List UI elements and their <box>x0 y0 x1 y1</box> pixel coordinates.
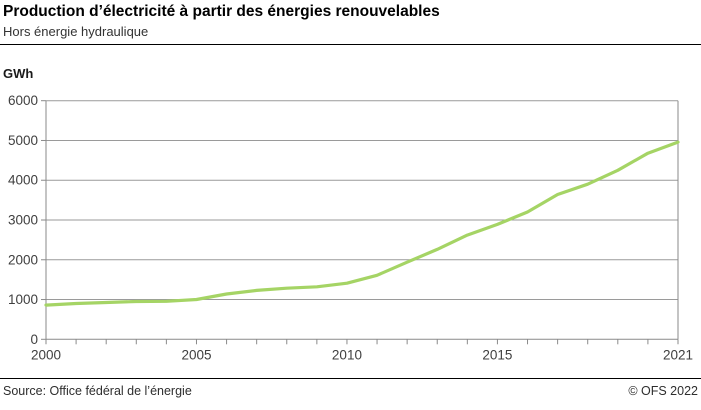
x-tick-label-2021: 2021 <box>663 347 693 362</box>
y-axis-unit-label: GWh <box>3 66 33 81</box>
page-title: Production d’électricité à partir des én… <box>3 3 440 20</box>
data-line-renewable-production <box>44 140 680 307</box>
x-tick-label-2015: 2015 <box>482 347 512 362</box>
y-tick-label-4000: 4000 <box>8 173 38 188</box>
copyright-text: © OFS 2022 <box>628 384 698 398</box>
source-text: Source: Office fédéral de l’énergie <box>3 384 192 398</box>
x-tick-label-2000: 2000 <box>31 347 61 362</box>
y-tick-label-0: 0 <box>30 332 38 347</box>
y-tick-label-5000: 5000 <box>8 133 38 148</box>
x-tick-label-2005: 2005 <box>181 347 211 362</box>
line-chart: GWh 0 1000 2000 3000 4000 5000 6000 2000 2005 201… <box>3 66 693 362</box>
y-tick-label-1000: 1000 <box>8 292 38 307</box>
plot-area: 0 1000 2000 3000 4000 5000 6000 2000 2005 2010 201… <box>8 93 693 362</box>
page-subtitle: Hors énergie hydraulique <box>3 24 149 39</box>
x-tick-label-2010: 2010 <box>332 347 362 362</box>
y-tick-label-3000: 3000 <box>8 213 38 228</box>
y-tick-label-2000: 2000 <box>8 252 38 267</box>
chart-footer: Source: Office fédéral de l’énergie © OF… <box>0 378 701 410</box>
chart-header: Production d’électricité à partir des én… <box>0 0 701 45</box>
y-tick-label-6000: 6000 <box>8 93 38 108</box>
